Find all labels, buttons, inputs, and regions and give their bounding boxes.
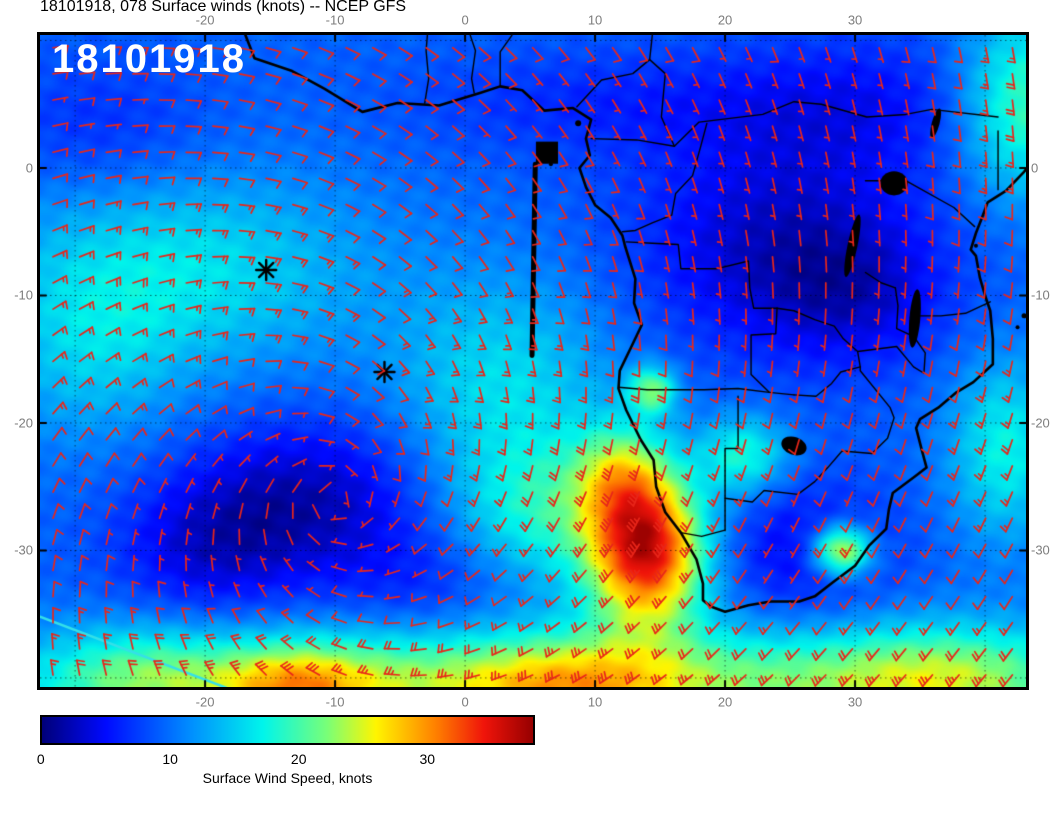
lon-tick-label-bottom: 20	[717, 694, 733, 710]
lat-tick-label-right: -20	[1031, 415, 1050, 431]
lon-tick-label-bottom: -10	[325, 694, 345, 710]
lon-tick-label-top: -10	[325, 12, 345, 28]
lon-tick-label-bottom: 10	[587, 694, 603, 710]
figure-title: 18101918, 078 Surface winds (knots) -- N…	[40, 0, 407, 15]
run-id-overlay: 18101918	[52, 37, 246, 81]
colorbar-tick-label: 30	[419, 751, 436, 767]
colorbar-gradient	[40, 715, 535, 745]
lon-tick-label-top: 10	[587, 12, 603, 28]
colorbar-tick-label: 0	[36, 751, 45, 767]
lon-tick-label-top: 0	[461, 12, 469, 28]
colorbar-tick-label: 20	[290, 751, 307, 767]
lon-tick-label-top: 20	[717, 12, 733, 28]
lon-tick-label-bottom: 0	[461, 694, 469, 710]
lon-tick-label-bottom: 30	[847, 694, 863, 710]
lat-tick-label-left: -20	[14, 415, 33, 431]
lat-tick-label-left: -30	[14, 542, 33, 558]
colorbar-tick-label: 10	[162, 751, 178, 767]
colorbar-caption: Surface Wind Speed, knots	[202, 770, 373, 786]
lon-tick-label-top: 30	[847, 12, 863, 28]
lat-tick-label-left: -10	[14, 287, 33, 303]
lat-tick-label-right: -30	[1031, 542, 1050, 558]
lat-tick-label-right: -10	[1031, 287, 1050, 303]
wind-map-canvas	[40, 35, 1026, 687]
lat-tick-label-left: 0	[25, 160, 33, 176]
lat-tick-label-right: 0	[1031, 160, 1039, 176]
lon-tick-label-top: -20	[195, 12, 215, 28]
lon-tick-label-bottom: -20	[195, 694, 215, 710]
map-frame: 18101918	[37, 32, 1029, 690]
